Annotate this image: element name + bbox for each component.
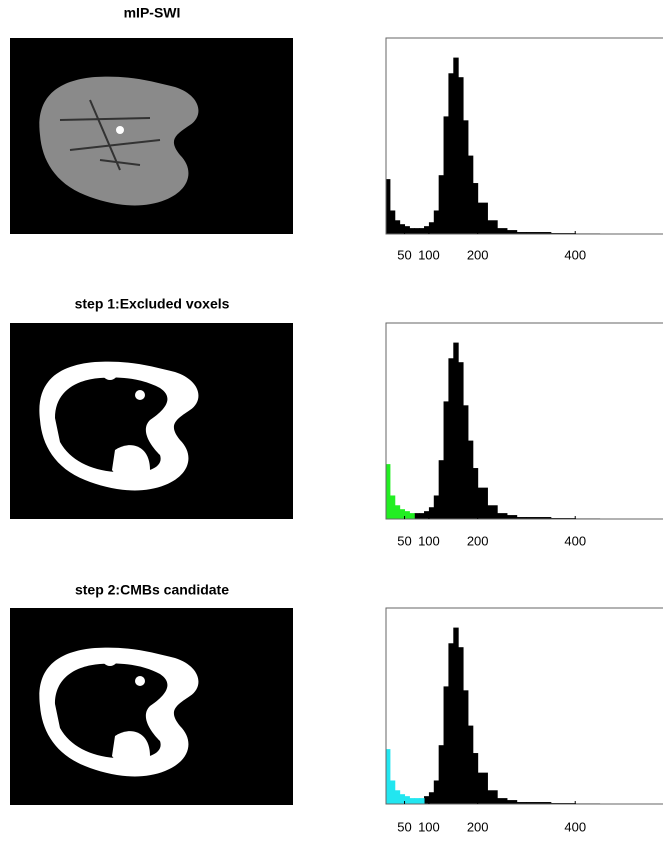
histogram-bar xyxy=(467,725,474,804)
histogram-bar xyxy=(487,790,498,804)
histogram-bar xyxy=(497,798,508,804)
x-tick-label: 50 xyxy=(397,247,411,262)
histogram-bar xyxy=(472,183,479,234)
histogram-bar xyxy=(386,749,391,804)
histogram-bar xyxy=(506,800,518,804)
histogram-bar xyxy=(433,495,440,519)
histogram-bar xyxy=(443,686,449,804)
x-tick-label: 200 xyxy=(467,533,489,548)
x-tick-label: 200 xyxy=(467,247,489,262)
histogram-bar xyxy=(438,460,445,519)
histogram-bar xyxy=(463,405,469,519)
axes-box xyxy=(385,37,663,235)
histogram-bar xyxy=(424,226,430,234)
histogram-bar xyxy=(433,780,440,804)
histogram-bar xyxy=(394,790,401,804)
axes-box xyxy=(385,322,663,520)
histogram-bar xyxy=(428,507,435,519)
histogram-bar xyxy=(394,220,401,234)
histogram-bar xyxy=(526,802,552,804)
x-tick-label: 100 xyxy=(418,819,440,834)
histogram-bar xyxy=(477,772,488,804)
histogram-bar xyxy=(419,228,425,234)
mask-image xyxy=(10,323,293,519)
histogram-bar xyxy=(394,505,401,519)
histogram-bar xyxy=(414,798,420,804)
panel-title: mIP-SWI xyxy=(124,5,181,21)
histogram-bar xyxy=(433,210,440,234)
x-tick-label: 50 xyxy=(397,533,411,548)
panel-title: step 2:CMBs candidate xyxy=(75,582,229,598)
histogram-bar xyxy=(453,627,459,804)
histogram-bar xyxy=(389,210,396,234)
histogram-bar xyxy=(389,780,396,804)
x-tick-label: 100 xyxy=(418,533,440,548)
histogram-bar xyxy=(497,513,508,519)
x-tick-label: 400 xyxy=(564,819,586,834)
histogram-bar xyxy=(472,468,479,519)
histogram-bar xyxy=(443,401,449,519)
histogram-bar xyxy=(516,517,527,519)
histogram-bar xyxy=(506,515,518,519)
histogram-bar xyxy=(386,179,391,234)
histogram-bar xyxy=(448,73,454,234)
histogram-bar xyxy=(516,232,527,234)
histogram-bar xyxy=(458,362,464,519)
histogram-bar xyxy=(438,175,445,234)
histogram-bar xyxy=(414,513,420,519)
histogram-bar xyxy=(419,798,425,804)
histogram-bar xyxy=(467,440,474,519)
histogram-bar xyxy=(472,753,479,804)
histogram-bar xyxy=(453,57,459,234)
histogram-bar xyxy=(458,77,464,234)
histogram-bar xyxy=(487,220,498,234)
histogram-bar xyxy=(386,464,391,519)
histogram-bar xyxy=(477,202,488,234)
histogram-bar xyxy=(409,798,415,804)
histogram-bar xyxy=(428,222,435,234)
x-tick-label: 100 xyxy=(418,247,440,262)
histogram-bar xyxy=(458,647,464,804)
histogram-bar xyxy=(399,794,406,804)
brain-image xyxy=(10,38,293,234)
histogram-bar xyxy=(414,228,420,234)
mask-image xyxy=(10,608,293,805)
histogram-bar xyxy=(404,796,410,804)
histogram-bar xyxy=(526,517,552,519)
histogram-bar xyxy=(389,495,396,519)
histogram-bar xyxy=(424,796,430,804)
histogram-bar xyxy=(404,226,410,234)
histogram-bar xyxy=(448,358,454,519)
histogram-bar xyxy=(443,116,449,234)
axes-box xyxy=(385,607,663,805)
histogram-bar xyxy=(526,232,552,234)
histogram-bar xyxy=(409,513,415,519)
histogram-bar xyxy=(497,228,508,234)
histogram-bar xyxy=(399,509,406,519)
x-tick-label: 200 xyxy=(467,819,489,834)
x-tick-label: 400 xyxy=(564,247,586,262)
histogram-bar xyxy=(516,802,527,804)
histogram-bar xyxy=(477,487,488,519)
histogram-bar xyxy=(467,155,474,234)
panel-title: step 1:Excluded voxels xyxy=(75,296,230,312)
histogram-bar xyxy=(506,230,518,234)
histogram-bar xyxy=(419,513,425,519)
histogram-bar xyxy=(463,120,469,234)
histogram-bar xyxy=(404,511,410,519)
histogram-bar xyxy=(409,228,415,234)
x-tick-label: 50 xyxy=(397,819,411,834)
histogram-bar xyxy=(424,511,430,519)
histogram-bar xyxy=(448,643,454,804)
histogram-bar xyxy=(438,745,445,804)
histogram-bar xyxy=(399,224,406,234)
histogram-bar xyxy=(428,792,435,804)
histogram-bar xyxy=(453,342,459,519)
x-tick-label: 400 xyxy=(564,533,586,548)
histogram-bar xyxy=(487,505,498,519)
histogram-bar xyxy=(463,690,469,804)
